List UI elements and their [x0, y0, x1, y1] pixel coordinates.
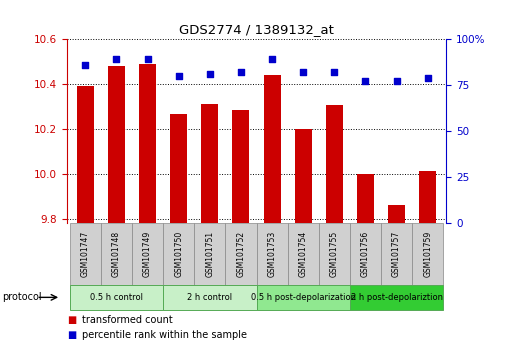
- Text: protocol: protocol: [3, 292, 42, 302]
- Bar: [132, 223, 163, 285]
- Text: ■: ■: [67, 330, 76, 339]
- Point: [392, 79, 401, 84]
- Point: [81, 62, 89, 68]
- Bar: [256, 285, 350, 310]
- Bar: [170, 114, 187, 223]
- Bar: [319, 223, 350, 285]
- Bar: [108, 66, 125, 223]
- Text: GSM101752: GSM101752: [236, 231, 245, 277]
- Bar: [70, 285, 163, 310]
- Text: GSM101750: GSM101750: [174, 231, 183, 277]
- Bar: [412, 223, 443, 285]
- Point: [424, 75, 432, 80]
- Bar: [232, 110, 249, 223]
- Text: GSM101756: GSM101756: [361, 231, 370, 277]
- Text: GSM101753: GSM101753: [268, 231, 277, 277]
- Bar: [350, 223, 381, 285]
- Text: 0.5 h control: 0.5 h control: [90, 293, 143, 302]
- Bar: [194, 223, 225, 285]
- Bar: [77, 86, 94, 223]
- Text: percentile rank within the sample: percentile rank within the sample: [82, 330, 247, 339]
- Bar: [101, 223, 132, 285]
- Text: transformed count: transformed count: [82, 315, 173, 325]
- Bar: [381, 223, 412, 285]
- Point: [361, 79, 369, 84]
- Text: GSM101747: GSM101747: [81, 231, 90, 277]
- Bar: [350, 285, 443, 310]
- Bar: [264, 75, 281, 223]
- Point: [237, 69, 245, 75]
- Text: GSM101755: GSM101755: [330, 231, 339, 277]
- Bar: [294, 129, 312, 223]
- Point: [112, 56, 121, 62]
- Text: 0.5 h post-depolarization: 0.5 h post-depolarization: [251, 293, 356, 302]
- Point: [144, 56, 152, 62]
- Bar: [419, 171, 436, 223]
- Bar: [225, 223, 256, 285]
- Text: 2 h post-depolariztion: 2 h post-depolariztion: [350, 293, 443, 302]
- Bar: [388, 205, 405, 223]
- Bar: [163, 223, 194, 285]
- Bar: [288, 223, 319, 285]
- Bar: [70, 223, 101, 285]
- Bar: [326, 105, 343, 223]
- Text: GSM101759: GSM101759: [423, 231, 432, 277]
- Point: [330, 69, 339, 75]
- Point: [299, 69, 307, 75]
- Text: GSM101751: GSM101751: [205, 231, 214, 277]
- Bar: [163, 285, 256, 310]
- Text: GSM101754: GSM101754: [299, 231, 308, 277]
- Bar: [256, 223, 288, 285]
- Bar: [201, 104, 219, 223]
- Bar: [357, 173, 374, 223]
- Point: [174, 73, 183, 79]
- Bar: [139, 64, 156, 223]
- Text: GDS2774 / 1389132_at: GDS2774 / 1389132_at: [179, 23, 334, 36]
- Text: 2 h control: 2 h control: [187, 293, 232, 302]
- Text: GSM101748: GSM101748: [112, 231, 121, 277]
- Text: GSM101749: GSM101749: [143, 231, 152, 277]
- Point: [206, 71, 214, 77]
- Text: ■: ■: [67, 315, 76, 325]
- Point: [268, 56, 276, 62]
- Text: GSM101757: GSM101757: [392, 231, 401, 277]
